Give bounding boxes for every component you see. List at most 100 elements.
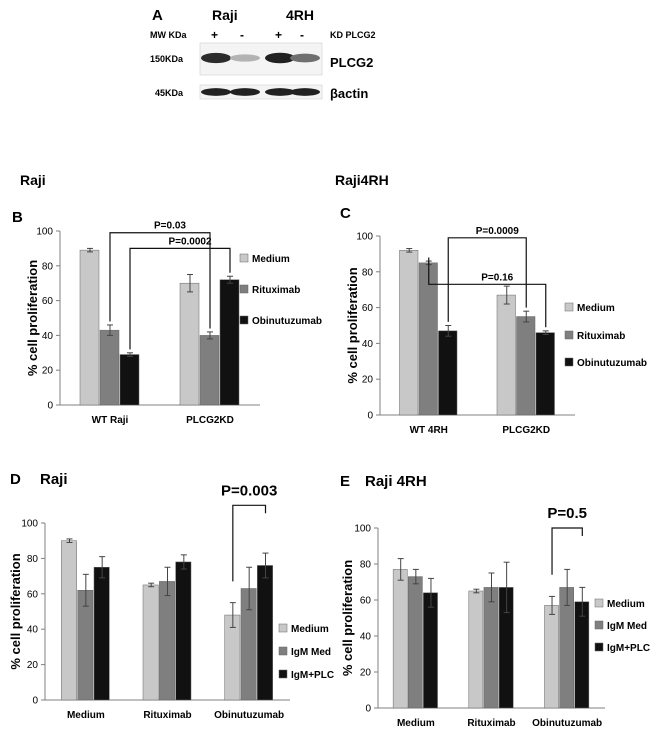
chart-b-bar-medium-0 <box>79 249 100 406</box>
lane-sign-1: + <box>211 28 218 42</box>
mw-label-150: 150KDa <box>150 54 184 64</box>
chart-d-significance-label: P=0.003 <box>221 482 277 499</box>
chart-c-bar-obinutuzumab-1 <box>535 332 555 416</box>
chart-d-x-tick-label: Medium <box>67 710 105 721</box>
chart-b-y-tick-label: 40 <box>42 331 54 342</box>
chart-e-bar-igmmed-1 <box>483 587 499 709</box>
chart-b-significance-bracket <box>109 232 211 329</box>
chart-c-y-tick-label: 0 <box>367 411 373 422</box>
chart-c-raji4rh: 0 20 40 60 80 100 % cell proliferation WT 4RH PL… <box>345 226 647 436</box>
chart-b-legend-label-medium: Medium <box>252 254 290 265</box>
protein-label-plcg2: PLCG2 <box>330 55 373 70</box>
chart-d-y-axis-label: % cell proliferation <box>8 553 23 669</box>
chart-b-legend-swatch-obinutuzumab <box>239 315 249 325</box>
band-plcg2-lane-3 <box>265 52 295 64</box>
chart-c-legend-swatch-medium <box>564 302 574 312</box>
band-plcg2-lane-4 <box>290 53 320 63</box>
band-plcg2-lane-1 <box>201 52 231 64</box>
chart-d-raji: 0 20 40 60 80 100 % cell proliferation Medium Ri… <box>8 482 334 721</box>
chart-c-y-tick-label: 80 <box>362 267 374 278</box>
chart-e-bar-igmmed-2 <box>559 587 574 709</box>
chart-d-x-tick-label: Obinutuzumab <box>214 710 284 721</box>
mw-header: MW KDa <box>150 30 187 40</box>
chart-b-y-tick-label: 60 <box>42 296 54 307</box>
chart-e-legend-label-igmmed: IgM Med <box>607 621 647 632</box>
chart-b-significance-label: P=0.03 <box>154 221 186 232</box>
chart-c-y-tick-label: 100 <box>356 232 373 243</box>
band-actin-lane-2 <box>230 88 260 96</box>
chart-c-bar-medium-0 <box>399 250 419 416</box>
chart-b-bar-rituximab-0 <box>99 329 120 406</box>
chart-b-bar-rituximab-1 <box>199 335 220 406</box>
chart-d-legend-swatch-igmplc <box>278 669 288 679</box>
mw-label-45: 45KDa <box>155 88 184 98</box>
chart-b-y-tick-label: 0 <box>47 401 53 412</box>
chart-title-raji-b: Raji <box>20 172 46 188</box>
panel-letter-a: A <box>152 7 163 24</box>
chart-e-y-tick-label: 80 <box>360 560 372 571</box>
chart-e-legend-swatch-igmplc <box>594 642 604 652</box>
chart-c-x-tick-label: WT 4RH <box>410 425 448 436</box>
chart-b-significance-label: P=0.0002 <box>168 236 212 247</box>
chart-c-x-tick-label: PLCG2KD <box>502 425 550 436</box>
chart-e-legend-label-igmplc: IgM+PLC <box>607 643 650 654</box>
chart-d-legend-swatch-igmmed <box>278 646 288 656</box>
chart-e-legend-swatch-igmmed <box>594 620 604 630</box>
chart-b-legend-label-obinutuzumab: Obinutuzumab <box>252 316 322 327</box>
chart-c-significance-label: P=0.0009 <box>476 226 520 237</box>
chart-b-x-tick-label: PLCG2KD <box>186 415 234 426</box>
chart-b-significance-bracket <box>129 247 231 350</box>
chart-e-bar-igmmed-0 <box>408 576 423 709</box>
panel-letter-d: D <box>10 471 21 488</box>
chart-d-y-tick-label: 20 <box>27 660 39 671</box>
band-actin-lane-1 <box>201 88 231 96</box>
chart-d-y-tick-label: 100 <box>21 519 38 530</box>
chart-b-raji: 0 20 40 60 80 100 % cell proliferation WT Raji P… <box>25 221 322 426</box>
chart-d-x-tick-label: Rituximab <box>143 710 191 721</box>
chart-e-y-axis-label: % cell proliferation <box>340 560 355 676</box>
chart-c-legend-swatch-obinutuzumab <box>564 357 574 367</box>
chart-c-significance-label: P=0.16 <box>481 272 513 283</box>
chart-c-bar-obinutuzumab-0 <box>438 330 458 416</box>
panel-letter-b: B <box>12 209 23 226</box>
chart-b-bar-obinutuzumab-1 <box>219 279 240 406</box>
chart-b-bar-obinutuzumab-0 <box>119 354 140 406</box>
chart-e-bar-igmplc-0 <box>423 592 438 709</box>
lane-sign-3: + <box>275 28 282 42</box>
band-plcg2-lane-2 <box>230 54 260 62</box>
chart-e-bar-igmplc-2 <box>574 601 590 709</box>
chart-b-legend-swatch-medium <box>239 253 249 263</box>
band-actin-lane-3 <box>265 88 295 96</box>
chart-e-significance-label: P=0.5 <box>547 505 587 522</box>
chart-e-legend-swatch-medium <box>594 598 604 608</box>
chart-b-y-axis-label: % cell proliferation <box>25 260 40 376</box>
chart-c-significance-bracket <box>428 257 547 328</box>
blot-bands <box>201 52 320 96</box>
chart-e-bar-medium-0 <box>392 569 408 709</box>
chart-d-legend-label-igmplc: IgM+PLC <box>291 670 334 681</box>
cell-line-label-4rh: 4RH <box>286 7 314 23</box>
chart-d-bar-igmplc-0 <box>93 567 110 701</box>
chart-c-bar-rituximab-1 <box>516 316 536 416</box>
chart-c-y-tick-label: 60 <box>362 303 374 314</box>
chart-title-raji4rh-c: Raji4RH <box>335 172 389 188</box>
chart-d-y-tick-label: 40 <box>27 625 39 636</box>
chart-b-y-tick-label: 100 <box>36 227 53 238</box>
chart-e-y-tick-label: 20 <box>360 668 372 679</box>
chart-e-x-tick-label: Obinutuzumab <box>532 718 602 729</box>
chart-c-y-tick-label: 20 <box>362 375 374 386</box>
chart-c-y-tick-label: 40 <box>362 339 374 350</box>
chart-e-significance-bracket <box>551 527 583 575</box>
chart-d-bar-igmmed-0 <box>77 590 94 701</box>
chart-e-y-tick-label: 60 <box>360 596 372 607</box>
band-actin-lane-4 <box>290 88 320 96</box>
chart-d-bar-igmmed-1 <box>159 581 175 701</box>
chart-e-bar-medium-1 <box>468 590 484 709</box>
chart-title-raji4rh-e: Raji 4RH <box>365 473 427 490</box>
kd-header: KD PLCG2 <box>330 30 376 40</box>
blot-membrane-actin <box>199 84 323 100</box>
chart-d-legend-swatch-medium <box>278 623 288 633</box>
chart-d-bar-igmplc-2 <box>257 565 273 701</box>
chart-e-y-tick-label: 100 <box>354 524 371 535</box>
chart-d-y-tick-label: 80 <box>27 554 39 565</box>
